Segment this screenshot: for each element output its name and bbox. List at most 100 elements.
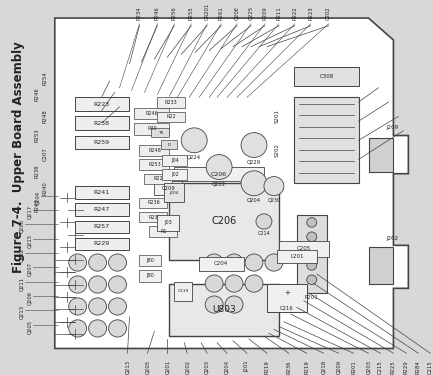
- Text: R23: R23: [149, 214, 158, 220]
- Bar: [157, 112, 185, 122]
- Bar: [279, 241, 329, 257]
- Text: R248: R248: [42, 110, 47, 123]
- Bar: [75, 98, 129, 111]
- Text: J80: J80: [146, 258, 154, 263]
- Bar: [145, 174, 172, 184]
- Text: C216: C216: [280, 306, 294, 311]
- Circle shape: [307, 217, 317, 227]
- Bar: [162, 154, 187, 166]
- Circle shape: [206, 154, 232, 180]
- Bar: [75, 116, 129, 130]
- Text: Q224: Q224: [187, 155, 201, 160]
- Circle shape: [109, 276, 126, 293]
- Text: Q225: Q225: [249, 6, 253, 20]
- Circle shape: [69, 276, 87, 293]
- Text: R236: R236: [286, 360, 291, 374]
- Text: R234: R234: [137, 6, 142, 20]
- Bar: [174, 167, 264, 182]
- Circle shape: [241, 171, 267, 196]
- Text: Q215: Q215: [27, 234, 32, 248]
- Bar: [139, 159, 169, 170]
- Text: R261: R261: [219, 6, 223, 20]
- Text: C204: C204: [214, 261, 228, 267]
- Text: R256: R256: [172, 6, 177, 20]
- Text: C219: C219: [178, 289, 189, 293]
- Text: Q218: Q218: [321, 360, 326, 374]
- Bar: [0, 7, 55, 365]
- Text: R219: R219: [304, 360, 309, 374]
- Text: J201: J201: [245, 360, 249, 372]
- Bar: [75, 220, 129, 233]
- Text: R247: R247: [94, 207, 110, 212]
- Circle shape: [245, 254, 263, 271]
- Text: R255: R255: [189, 6, 194, 20]
- Text: J80: J80: [146, 273, 154, 278]
- Bar: [267, 284, 307, 312]
- Text: R246: R246: [145, 111, 158, 116]
- Circle shape: [69, 298, 87, 315]
- Text: R223: R223: [94, 102, 110, 106]
- Text: R222: R222: [292, 6, 297, 20]
- Circle shape: [89, 276, 107, 293]
- Circle shape: [69, 254, 87, 271]
- Text: Q202: Q202: [19, 248, 24, 262]
- Text: R225: R225: [391, 360, 396, 374]
- Text: C209: C209: [162, 186, 175, 190]
- Circle shape: [181, 128, 207, 153]
- Circle shape: [265, 254, 283, 271]
- Text: R257: R257: [94, 224, 110, 229]
- Text: J202: J202: [387, 236, 399, 241]
- Bar: [162, 169, 187, 180]
- Text: Q207: Q207: [27, 262, 32, 276]
- Bar: [162, 140, 177, 149]
- Text: Q202: Q202: [185, 360, 190, 374]
- Circle shape: [225, 275, 243, 292]
- Text: R219: R219: [265, 360, 269, 374]
- Circle shape: [307, 246, 317, 256]
- Text: R236: R236: [147, 200, 160, 206]
- Text: R238: R238: [34, 164, 39, 178]
- Text: R22: R22: [154, 177, 163, 182]
- Circle shape: [89, 254, 107, 271]
- Text: R241: R241: [94, 190, 110, 195]
- Text: C205: C205: [297, 246, 311, 251]
- Text: R40: R40: [147, 126, 157, 131]
- Text: TR: TR: [158, 130, 163, 135]
- Text: J04: J04: [171, 158, 179, 163]
- Bar: [75, 135, 129, 149]
- Text: L201: L201: [290, 254, 304, 259]
- Circle shape: [241, 133, 267, 158]
- Bar: [135, 108, 169, 119]
- Text: Q230: Q230: [267, 197, 281, 202]
- Text: C308: C308: [320, 74, 334, 79]
- Circle shape: [225, 254, 243, 271]
- Text: Q213: Q213: [125, 360, 130, 374]
- Bar: [139, 212, 167, 222]
- Text: C206: C206: [211, 172, 227, 177]
- Bar: [135, 123, 169, 135]
- Text: R22: R22: [167, 114, 176, 119]
- Bar: [294, 67, 359, 86]
- Bar: [199, 257, 244, 271]
- Text: R229: R229: [94, 242, 110, 246]
- Text: +: +: [284, 290, 290, 296]
- Bar: [169, 284, 279, 336]
- Bar: [157, 215, 179, 231]
- Bar: [75, 238, 129, 250]
- Text: Q204: Q204: [247, 198, 261, 203]
- Circle shape: [307, 275, 317, 285]
- Bar: [139, 198, 167, 208]
- Circle shape: [109, 298, 126, 315]
- Text: Q20E: Q20E: [235, 6, 239, 20]
- Bar: [75, 186, 129, 198]
- Text: R284: R284: [416, 360, 421, 374]
- Bar: [165, 183, 184, 203]
- Text: R1: R1: [160, 229, 167, 234]
- Circle shape: [264, 177, 284, 196]
- Circle shape: [109, 254, 126, 271]
- Bar: [139, 255, 162, 266]
- Text: R258: R258: [94, 121, 110, 126]
- Bar: [368, 138, 394, 172]
- Text: R211: R211: [276, 6, 281, 20]
- Text: S202: S202: [275, 143, 279, 157]
